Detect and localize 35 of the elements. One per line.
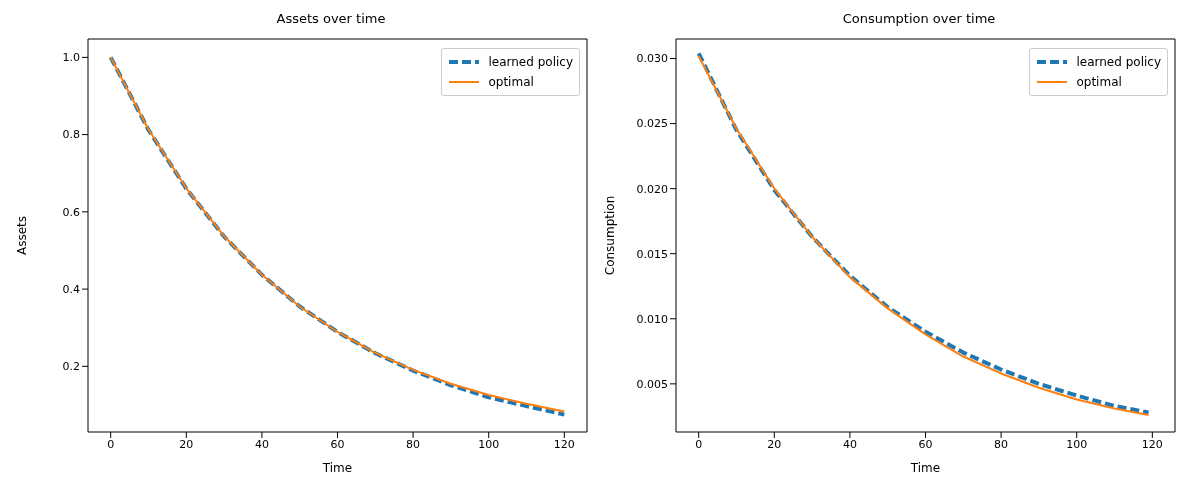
x-tick-label: 60 bbox=[918, 437, 933, 451]
legend-label: learned policy bbox=[488, 55, 573, 69]
x-tick-label: 40 bbox=[842, 437, 857, 451]
x-axis-title: Time bbox=[321, 461, 353, 475]
y-tick-label: 0.2 bbox=[62, 360, 80, 374]
x-tick-label: 120 bbox=[1141, 437, 1163, 451]
y-tick-label: 0.025 bbox=[636, 117, 668, 131]
x-tick-label: 80 bbox=[406, 437, 421, 451]
y-axis-title: Consumption bbox=[603, 195, 618, 276]
y-tick-label: 0.6 bbox=[62, 205, 80, 219]
x-tick-label: 60 bbox=[330, 437, 345, 451]
y-tick-label: 1.0 bbox=[62, 51, 80, 65]
x-tick-label: 80 bbox=[994, 437, 1009, 451]
chart-title: Assets over time bbox=[275, 10, 387, 28]
x-tick-label: 20 bbox=[179, 437, 194, 451]
legend-label: optimal bbox=[488, 75, 534, 89]
x-tick-label: 120 bbox=[553, 437, 575, 451]
y-tick-label: 0.015 bbox=[636, 247, 668, 261]
x-tick-label: 40 bbox=[254, 437, 269, 451]
y-tick-label: 0.005 bbox=[636, 377, 668, 391]
x-tick-label: 20 bbox=[767, 437, 782, 451]
x-axis-title: Time bbox=[909, 461, 941, 475]
y-tick-label: 0.4 bbox=[62, 283, 80, 296]
legend-label: learned policy bbox=[1076, 55, 1161, 69]
y-tick-label: 0.020 bbox=[636, 182, 668, 196]
y-tick-label: 0.8 bbox=[62, 128, 80, 142]
x-tick-label: 100 bbox=[478, 437, 500, 451]
y-tick-label: 0.030 bbox=[636, 52, 668, 66]
x-tick-label: 0 bbox=[695, 437, 703, 451]
x-tick-label: 100 bbox=[1066, 437, 1088, 451]
x-tick-label: 0 bbox=[107, 437, 115, 451]
legend-label: optimal bbox=[1076, 75, 1122, 89]
y-axis-title: Assets bbox=[15, 215, 30, 256]
y-tick-label: 0.010 bbox=[636, 312, 668, 326]
chart-title: Consumption over time bbox=[841, 10, 997, 28]
